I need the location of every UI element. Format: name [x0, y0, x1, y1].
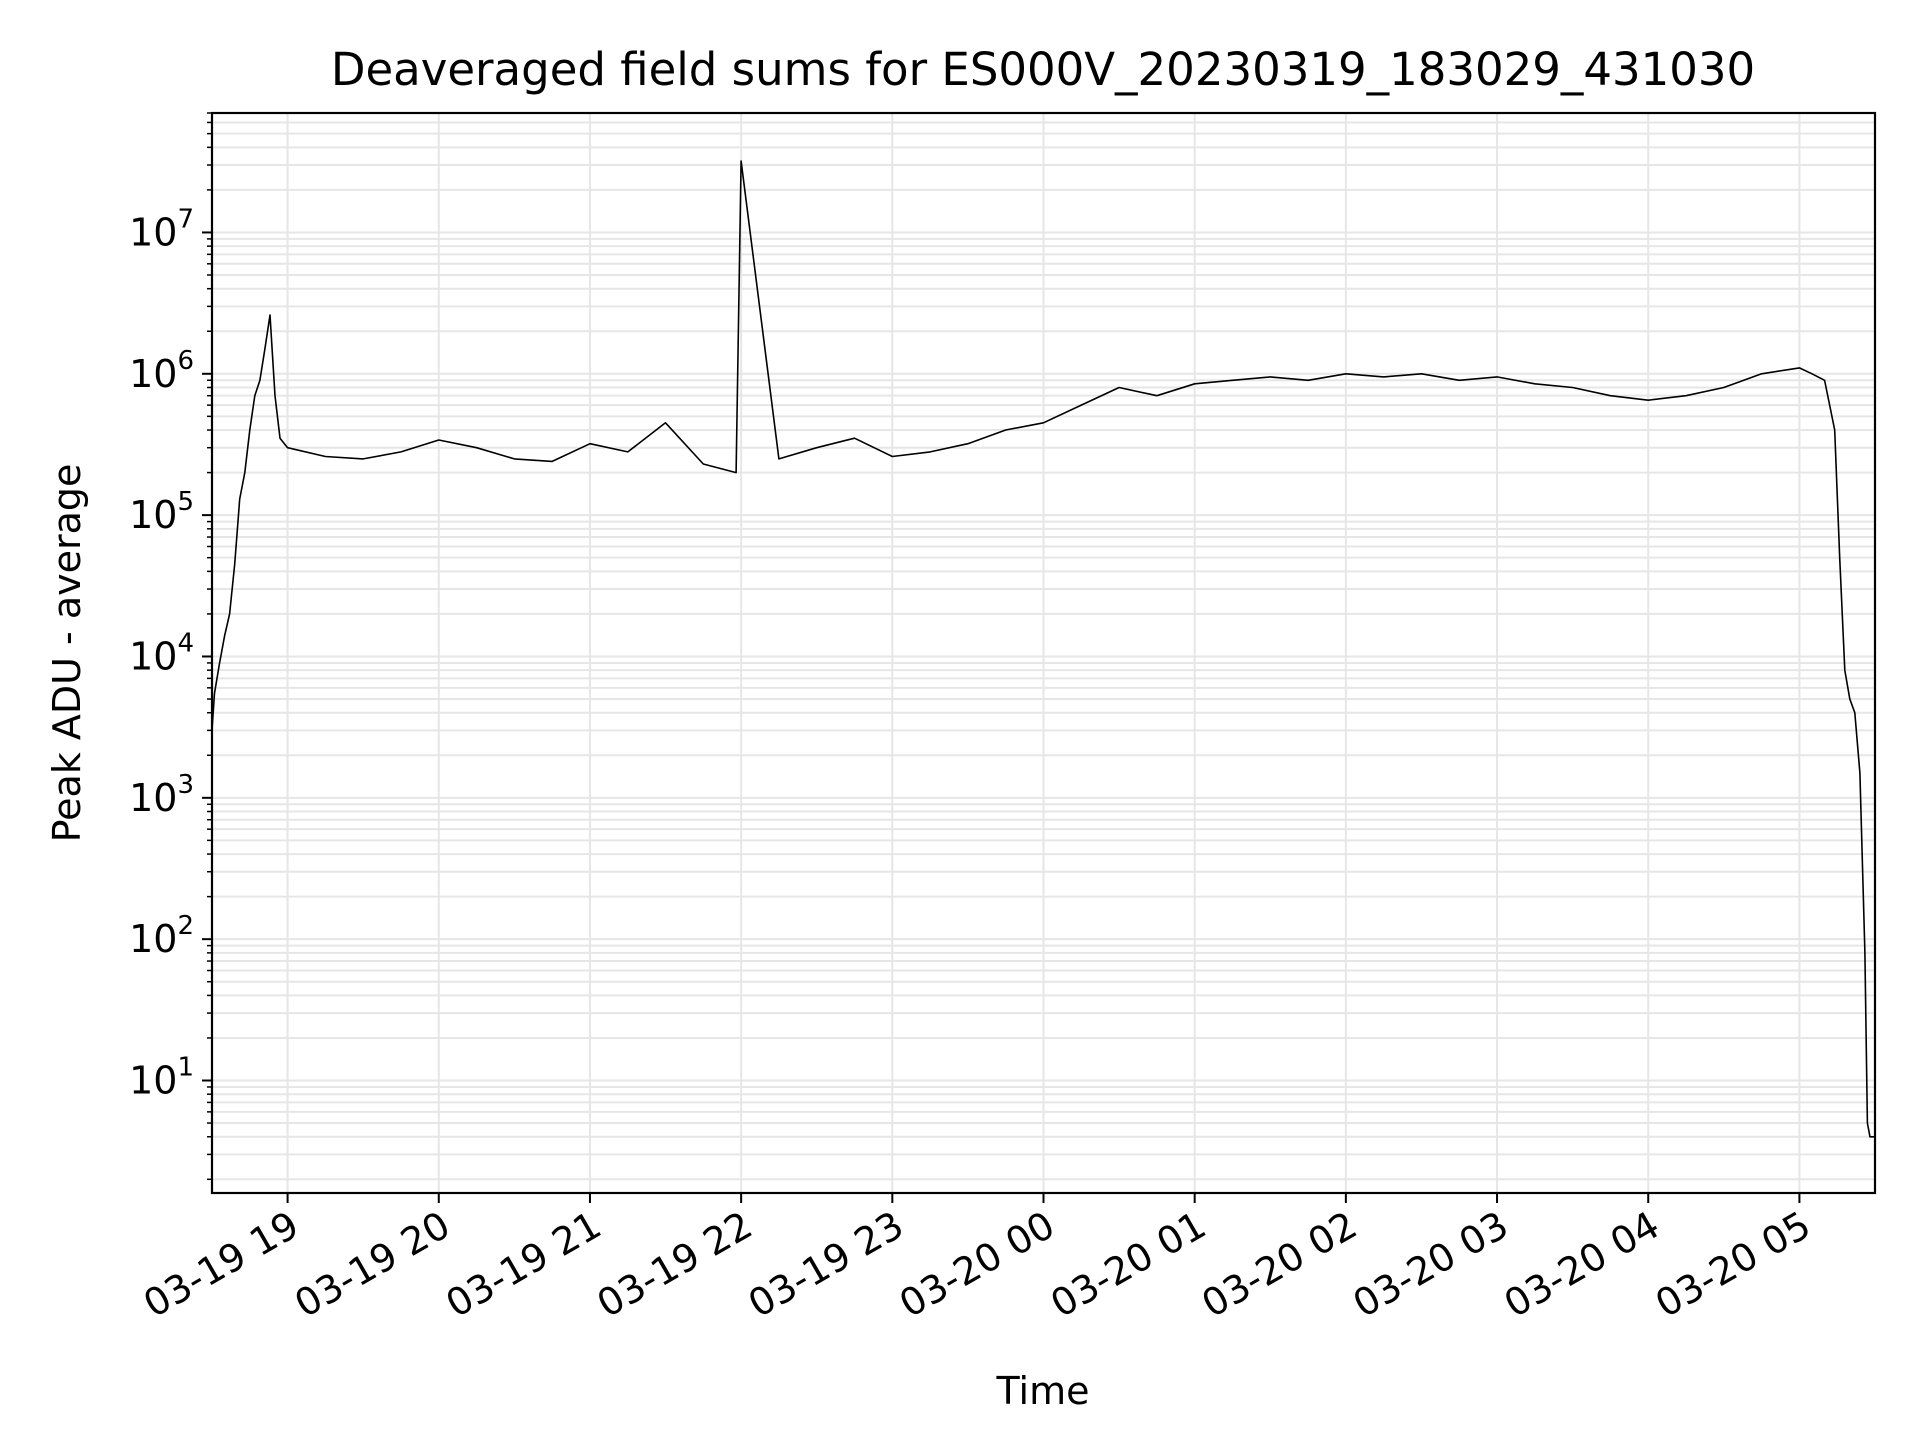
y-tick-labels: 101 102 103 104 105 106 107 [129, 204, 194, 1102]
y-tick-label: 104 [129, 628, 194, 678]
chart-title: Deaveraged field sums for ES000V_2023031… [331, 43, 1755, 96]
x-axis-label: Time [996, 1369, 1090, 1413]
y-tick-label: 106 [129, 346, 194, 396]
tick-marks [202, 112, 1801, 1203]
y-tick-label: 107 [129, 204, 194, 254]
y-tick-label: 101 [129, 1053, 194, 1103]
grid-lines [212, 112, 1875, 1193]
y-axis-label: Peak ADU - average [45, 464, 89, 843]
y-tick-label: 103 [129, 770, 194, 820]
y-tick-label: 102 [129, 911, 194, 961]
y-tick-label: 105 [129, 487, 194, 537]
series-layer [211, 160, 1875, 1138]
series-line [211, 160, 1875, 1138]
